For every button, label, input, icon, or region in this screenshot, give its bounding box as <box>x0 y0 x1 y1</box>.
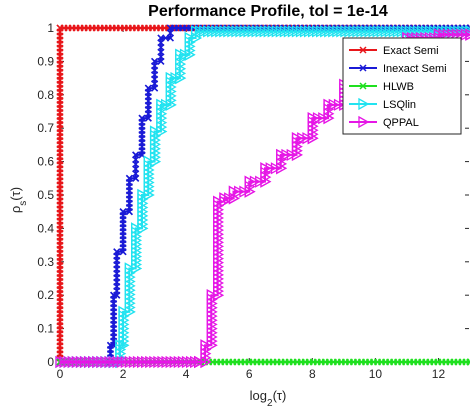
legend-item: LSQlin <box>349 97 416 111</box>
data-point <box>297 132 309 145</box>
legend-item: Exact Semi <box>349 45 439 57</box>
legend-marker <box>358 115 370 129</box>
data-point <box>466 358 470 366</box>
data-point <box>244 175 256 188</box>
x-tick-label: 6 <box>246 367 253 381</box>
data-point <box>119 208 127 216</box>
data-point <box>144 84 152 92</box>
data-point <box>200 339 212 352</box>
data-point <box>213 195 225 208</box>
data-point <box>333 98 345 111</box>
data-point <box>194 355 206 369</box>
y-tick-label: 0.5 <box>37 188 54 202</box>
y-tick-label: 0.6 <box>37 155 54 169</box>
legend-marker <box>358 97 370 111</box>
data-point <box>276 148 288 162</box>
data-point <box>228 192 240 205</box>
y-tick-label: 0.8 <box>37 88 54 102</box>
data-point <box>118 305 130 319</box>
data-point <box>124 262 136 275</box>
data-point <box>312 112 324 125</box>
legend-label: LSQlin <box>383 99 416 111</box>
legend-marker <box>359 64 367 72</box>
data-point <box>149 125 161 138</box>
y-tick-label: 0 <box>47 355 54 369</box>
data-point <box>113 248 121 256</box>
data-point <box>206 289 218 302</box>
data-point <box>265 162 277 175</box>
y-axis-label: ρs(τ) <box>8 187 29 213</box>
x-tick-label: 2 <box>120 367 127 381</box>
y-tick-label: 0.1 <box>37 322 54 336</box>
legend-item: HLWB <box>349 81 414 93</box>
legend-label: HLWB <box>383 81 414 93</box>
legend-marker <box>359 46 367 54</box>
data-point <box>143 155 155 168</box>
legend-marker <box>359 82 367 90</box>
x-tick-label: 8 <box>309 367 316 381</box>
data-point <box>270 162 282 175</box>
data-point <box>239 185 251 198</box>
data-point <box>131 222 143 235</box>
x-tick-label: 0 <box>57 367 64 381</box>
legend-item: Inexact Semi <box>349 63 447 75</box>
data-point <box>255 175 267 188</box>
data-point <box>249 175 261 188</box>
data-point <box>125 174 133 182</box>
data-point <box>328 98 340 111</box>
legend-label: QPPAL <box>383 117 419 129</box>
data-point <box>132 151 140 159</box>
y-tick-label: 0.4 <box>37 221 54 235</box>
data-point <box>302 132 314 145</box>
data-point <box>260 162 272 175</box>
legend-label: Inexact Semi <box>383 63 447 75</box>
data-point <box>291 132 303 145</box>
x-tick-label: 10 <box>369 367 383 381</box>
data-point <box>465 28 470 41</box>
y-tick-label: 0.2 <box>37 288 54 302</box>
data-point <box>318 112 330 125</box>
y-tick-label: 0.9 <box>37 54 54 68</box>
data-point <box>151 57 159 65</box>
data-point <box>323 98 335 111</box>
legend-label: Exact Semi <box>383 45 439 57</box>
chart-title: Performance Profile, tol = 1e-14 <box>148 3 388 20</box>
data-point <box>184 31 196 45</box>
data-point <box>234 185 246 198</box>
data-point <box>137 188 149 202</box>
legend: Exact Semi Inexact Semi HLWB LSQlin QPPAL <box>342 37 462 135</box>
data-point <box>228 185 240 198</box>
x-axis-label: log2(τ) <box>250 388 287 409</box>
y-tick-label: 0.7 <box>37 121 54 135</box>
y-tick-label: 1 <box>47 21 54 35</box>
data-point <box>138 114 146 122</box>
x-tick-label: 4 <box>183 367 190 381</box>
data-point <box>286 148 298 162</box>
data-point <box>281 148 293 162</box>
y-tick-label: 0.3 <box>37 255 54 269</box>
data-point <box>307 112 319 125</box>
legend-item: QPPAL <box>349 115 419 129</box>
x-tick-label: 12 <box>432 367 446 381</box>
data-point <box>115 339 127 352</box>
